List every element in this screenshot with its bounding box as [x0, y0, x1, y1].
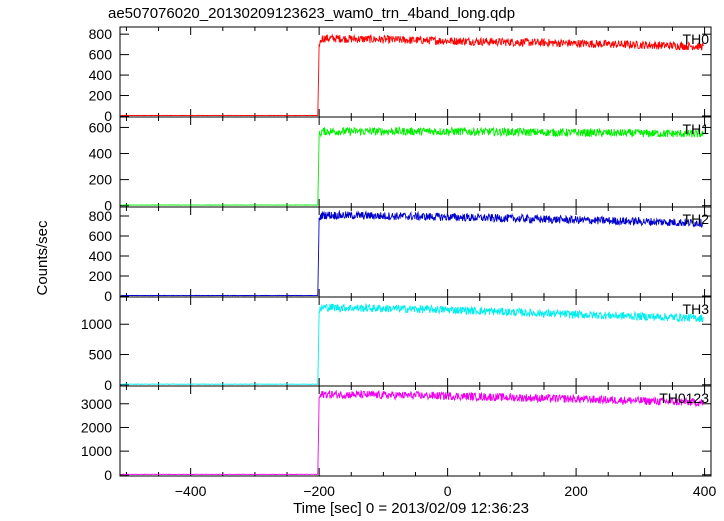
y-tick-label: 600 [89, 119, 113, 135]
panels: 0 200 400 600 800 TH0 0 200 400 600 TH1 0 200 400 600 8… [81, 26, 717, 499]
x-tick-label: 0 [444, 483, 452, 499]
y-tick-label: 0 [104, 198, 112, 214]
y-tick-label: 1000 [81, 443, 112, 459]
x-tick-label: −400 [175, 483, 207, 499]
y-tick-label: 600 [89, 47, 113, 63]
panel-th0123: 0 1000 2000 3000 TH0123 [81, 385, 712, 483]
series-th2 [121, 209, 704, 297]
series-label: TH2 [683, 211, 710, 227]
series-th0 [121, 33, 704, 117]
series-label: TH1 [683, 121, 710, 137]
y-tick-label: 200 [89, 88, 113, 104]
y-tick-label: 400 [89, 248, 113, 264]
y-tick-label: 600 [89, 228, 113, 244]
series-label: TH0123 [659, 390, 709, 406]
series-th1 [121, 125, 704, 206]
y-tick-label: 1000 [81, 316, 112, 332]
panel-th2: 0 200 400 600 800 TH2 [89, 206, 712, 304]
panel-frame [119, 385, 712, 477]
x-axis-label: Time [sec] 0 = 2013/02/09 12:36:23 [293, 500, 529, 516]
panel-th0: 0 200 400 600 800 TH0 [89, 26, 712, 124]
chart-title: ae507076020_20130209123623_wam0_trn_4ban… [108, 5, 515, 22]
y-tick-label: 200 [89, 268, 113, 284]
x-tick-label: 200 [564, 483, 588, 499]
y-axis-label: Counts/sec [34, 220, 51, 296]
series-th3 [121, 302, 704, 385]
x-tick-label: 400 [693, 483, 717, 499]
y-tick-label: 200 [89, 172, 113, 188]
y-tick-label: 0 [104, 467, 112, 483]
y-tick-label: 0 [104, 288, 112, 304]
panel-th1: 0 200 400 600 TH1 [89, 116, 712, 214]
y-tick-label: 2000 [81, 419, 112, 435]
x-tick-label: −200 [303, 483, 335, 499]
panel-th3: 0 500 1000 TH3 [81, 296, 712, 393]
y-tick-label: 500 [89, 347, 113, 363]
y-tick-label: 400 [89, 146, 113, 162]
series-label: TH0 [683, 31, 710, 47]
y-tick-label: 0 [104, 377, 112, 393]
y-tick-label: 0 [104, 108, 112, 124]
y-tick-label: 400 [89, 67, 113, 83]
y-tick-label: 800 [89, 208, 113, 224]
series-label: TH3 [683, 301, 710, 317]
y-tick-label: 3000 [81, 396, 112, 412]
series-th0123 [121, 389, 704, 476]
y-tick-label: 800 [89, 26, 113, 42]
panel-frame [119, 296, 712, 387]
